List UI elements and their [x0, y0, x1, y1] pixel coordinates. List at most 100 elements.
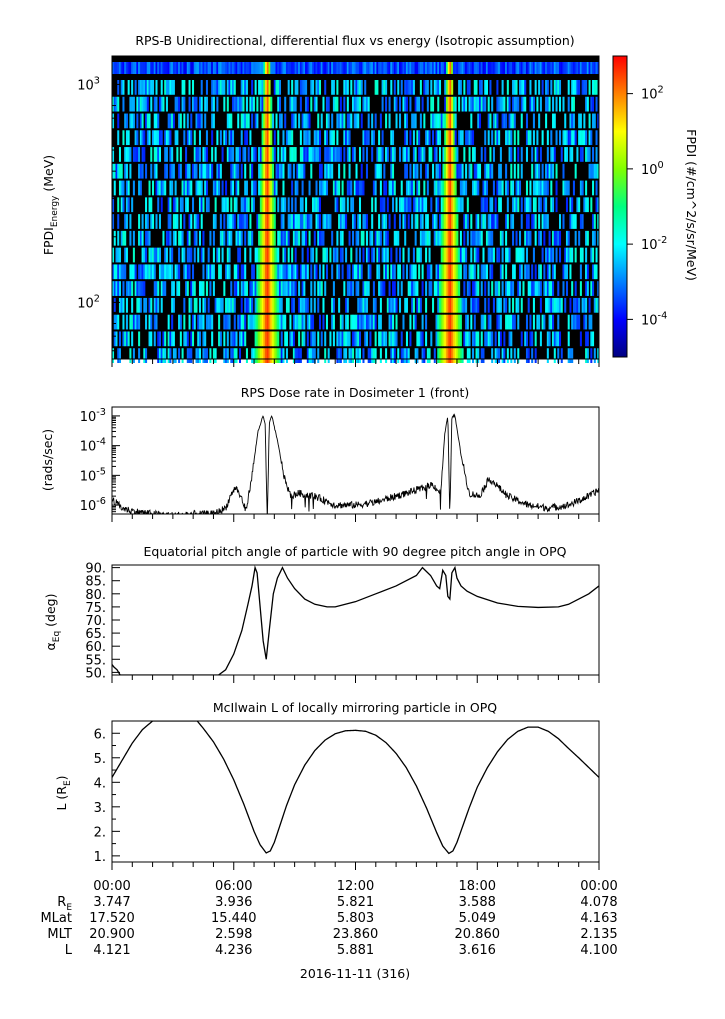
colorbar-tick-label-exp: -4 — [658, 310, 668, 321]
panel4-y-ticks: 1.2.3.4.5.6. — [94, 727, 120, 865]
spectrogram-cell — [291, 130, 294, 146]
spectrogram-cell — [211, 130, 214, 146]
spectrogram-cell — [230, 163, 233, 179]
spectrogram-cell — [219, 130, 222, 146]
spectrogram-cell — [197, 147, 200, 162]
spectrogram-cell — [259, 80, 262, 95]
spectrogram-cell — [332, 62, 335, 74]
spectrogram-cell — [113, 281, 116, 296]
spectrogram-cell — [419, 147, 422, 162]
spectrogram-cell — [249, 297, 252, 313]
spectrogram-cell — [574, 214, 577, 229]
spectrogram-cell — [470, 247, 473, 263]
y-tick-label-base: 10 — [80, 440, 97, 455]
spectrogram-cell — [223, 214, 226, 229]
y-tick-label: 75. — [85, 601, 106, 616]
spectrogram-cell — [117, 247, 120, 263]
spectrogram-cell — [334, 62, 337, 74]
spectrogram-cell — [289, 214, 292, 229]
spectrogram-cell — [313, 230, 316, 246]
spectrogram-cell — [597, 163, 600, 179]
spectrogram-cell — [437, 130, 440, 146]
spectrogram-cell — [235, 96, 238, 112]
spectrogram-cell — [278, 113, 282, 129]
spectrogram-cell — [517, 62, 520, 74]
spectrogram-cell — [355, 113, 358, 129]
spectrogram-cell — [266, 247, 269, 263]
spectrogram-cell — [308, 230, 311, 246]
spectrogram-cell — [226, 113, 229, 129]
spectrogram-cell — [277, 264, 280, 280]
spectrogram-cell — [343, 62, 346, 74]
spectrogram-cell — [447, 80, 450, 95]
spectrogram-cell — [499, 230, 502, 246]
spectrogram-cell — [454, 163, 457, 179]
spectrogram-cell — [539, 147, 542, 162]
spectrogram-cell — [489, 331, 492, 347]
spectrogram-cell — [268, 80, 271, 95]
spectrogram-cell — [386, 297, 389, 313]
spectrogram-cell — [536, 281, 539, 296]
spectrogram-cell — [428, 247, 431, 263]
spectrogram-cell — [398, 96, 402, 112]
spectrogram-cell — [546, 163, 549, 179]
spectrogram-cell — [242, 197, 245, 213]
spectrogram-cell — [426, 264, 429, 280]
spectrogram-cell — [527, 214, 530, 229]
spectrogram-cell — [593, 214, 596, 229]
spectrogram-cell — [585, 147, 588, 162]
spectrogram-cell — [546, 214, 549, 229]
spectrogram-cell — [527, 197, 530, 213]
spectrogram-cell — [513, 130, 516, 146]
spectrogram-cell — [129, 264, 132, 280]
spectrogram-cell — [459, 331, 462, 347]
spectrogram-cell — [225, 314, 228, 330]
spectrogram-cell — [225, 62, 228, 74]
spectrogram-cell — [572, 314, 575, 330]
spectrogram-cell — [348, 113, 351, 129]
spectrogram-cell — [158, 348, 161, 363]
spectrogram-cell — [167, 230, 170, 246]
spectrogram-cell — [266, 80, 269, 95]
spectrogram-cell — [209, 348, 212, 363]
spectrogram-cell — [508, 331, 511, 347]
colorbar-tick-label: 102 — [641, 85, 664, 103]
spectrogram-cell — [515, 62, 518, 74]
spectrogram-cell — [369, 62, 372, 74]
spectrogram-cell — [308, 130, 311, 146]
spectrogram-cell — [273, 197, 276, 213]
panel4-title: McIlwain L of locally mirroring particle… — [213, 700, 497, 715]
spectrogram-cell — [285, 331, 288, 347]
spectrogram-cell — [404, 197, 407, 213]
spectrogram-cell — [324, 62, 327, 74]
spectrogram-cell — [256, 264, 259, 280]
spectrogram-cell — [216, 80, 219, 95]
spectrogram-cell — [360, 80, 363, 95]
spectrogram-cell — [452, 348, 455, 363]
spectrogram-cell — [482, 314, 485, 330]
dose-rate-line — [112, 413, 599, 514]
spectrogram-cell — [212, 264, 215, 280]
spectrogram-cell — [357, 314, 360, 330]
spectrogram-cell — [237, 214, 240, 229]
spectrogram-cell — [562, 281, 565, 296]
spectrogram-cell — [459, 348, 462, 363]
spectrogram-cell — [548, 247, 551, 263]
spectrogram-cell — [155, 281, 158, 296]
spectrogram-cell — [299, 80, 302, 95]
spectrogram-cell — [315, 80, 318, 95]
spectrogram-cell — [369, 331, 372, 347]
spectrogram-cell — [205, 180, 208, 196]
spectrogram-cell — [527, 297, 530, 313]
spectrogram-cell — [278, 348, 282, 363]
spectrogram-cell — [145, 62, 148, 74]
spectrogram-cell — [402, 264, 405, 280]
spectrogram-cell — [242, 281, 245, 296]
spectrogram-cell — [235, 331, 238, 347]
spectrogram-cell — [169, 214, 172, 229]
spectrogram-cell — [475, 230, 478, 246]
spectrogram-cell — [534, 264, 537, 280]
spectrogram-cell — [520, 297, 523, 313]
